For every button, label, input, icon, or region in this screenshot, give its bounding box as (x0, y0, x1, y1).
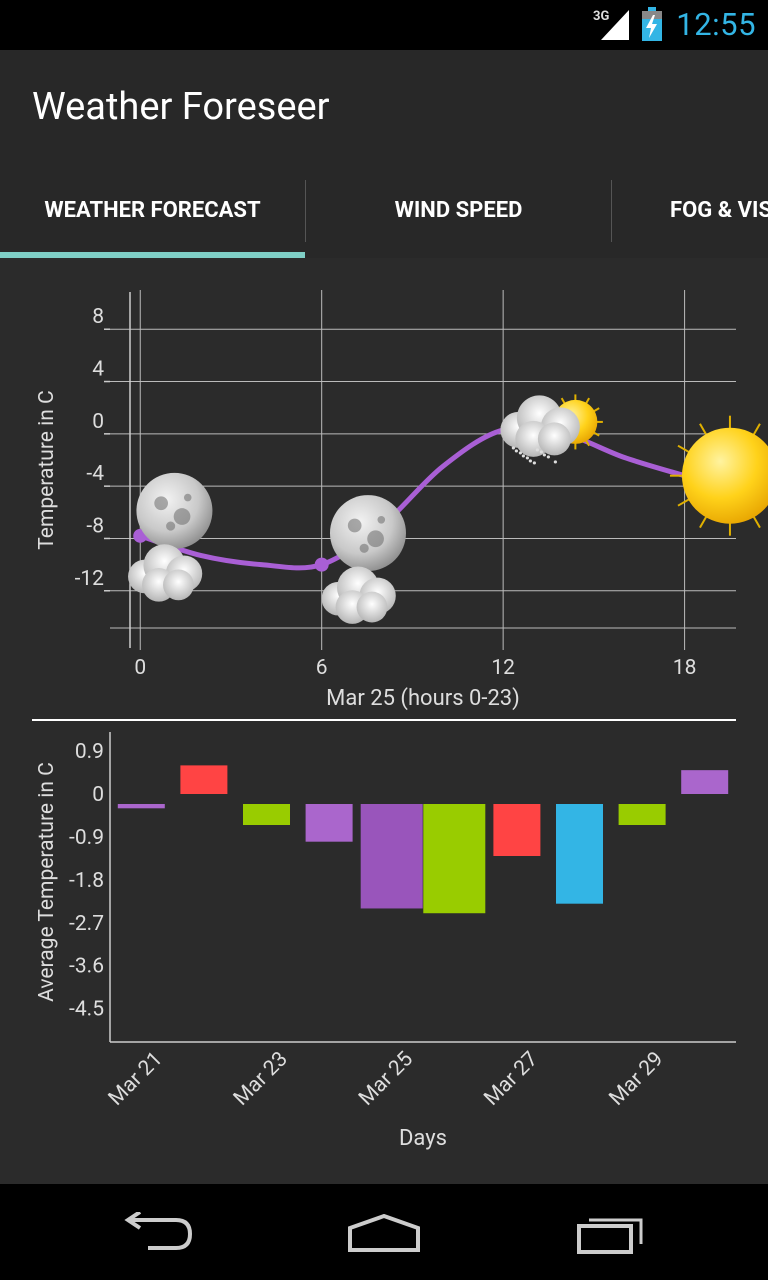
x-tick-label: Mar 21 (104, 1047, 167, 1110)
x-tick-label: Mar 25 (355, 1047, 418, 1110)
bar-chart-y-axis-label: Average Temperature in C (35, 762, 59, 1002)
y-tick-label: 0.9 (75, 740, 104, 764)
back-icon[interactable] (124, 1212, 194, 1252)
content-area: 8 4 0 -4 -8 -12 0 6 12 18 Temperature in C Mar 2… (0, 258, 768, 1184)
sunny-icon (669, 415, 768, 536)
y-tick-label: -4 (86, 462, 104, 486)
home-icon[interactable] (346, 1214, 422, 1254)
y-tick-label: -4.5 (69, 998, 104, 1022)
x-tick-label: 6 (316, 656, 328, 680)
bar (243, 804, 290, 825)
signal-icon (601, 10, 629, 40)
x-tick-label: Mar 29 (605, 1047, 668, 1110)
tab-weather-forecast[interactable]: WEATHER FORECAST (0, 162, 305, 258)
y-tick-label: 0 (92, 410, 104, 434)
clock: 12:55 (676, 6, 756, 43)
tab-bar: WEATHER FORECAST WIND SPEED FOG & VIS (0, 162, 768, 258)
night-moon-cloud-icon (128, 472, 213, 602)
charts-canvas: 8 4 0 -4 -8 -12 0 6 12 18 Temperature in C Mar 2… (32, 290, 768, 1151)
bar (305, 804, 353, 842)
bar-chart-x-axis-label: Days (399, 1126, 447, 1151)
bar (360, 804, 423, 909)
bar (117, 804, 165, 809)
bar (493, 804, 541, 856)
y-tick-label: -0.9 (69, 826, 104, 850)
average-temperature-bar-chart: 0.9 0 -0.9 -1.8 -2.7 -3.6 -4.5 Mar 21 Mar 23 Mar… (35, 732, 736, 1151)
tab-label: WEATHER FORECAST (44, 197, 261, 223)
line-chart-x-axis-label: Mar 25 (hours 0-23) (326, 686, 520, 711)
tab-divider (611, 180, 612, 242)
recent-apps-icon[interactable] (575, 1214, 645, 1254)
x-tick-label: 18 (673, 656, 697, 680)
tab-label: FOG & VIS (670, 197, 768, 223)
tab-fog-visibility[interactable]: FOG & VIS (612, 162, 768, 258)
navigation-bar (0, 1184, 768, 1280)
y-tick-label: -3.6 (69, 955, 104, 979)
tab-label: WIND SPEED (394, 197, 523, 223)
network-type-label: 3G (593, 9, 610, 24)
data-point (314, 557, 329, 572)
x-tick-label: 0 (134, 656, 146, 680)
y-tick-label: -1.8 (69, 869, 104, 893)
night-moon-cloud-icon (321, 495, 406, 624)
bar (180, 765, 228, 794)
bar (423, 804, 486, 914)
selected-tab-indicator (0, 252, 305, 258)
temperature-line-chart: 8 4 0 -4 -8 -12 0 6 12 18 Temperature in C Mar 2… (35, 290, 768, 711)
status-bar: 3G 12:55 (0, 0, 768, 50)
action-bar: Weather Foreseer (0, 50, 768, 162)
y-tick-label: -2.7 (69, 912, 104, 936)
bar (618, 804, 666, 825)
bar (556, 804, 603, 904)
x-tick-label: Mar 23 (229, 1047, 292, 1110)
tab-divider (305, 180, 306, 242)
battery-charging-icon (642, 7, 662, 41)
app-title: Weather Foreseer (32, 85, 330, 129)
x-tick-label: Mar 27 (480, 1047, 543, 1110)
line-chart-y-axis-label: Temperature in C (35, 390, 59, 549)
x-tick-label: 12 (491, 656, 515, 680)
partly-cloudy-sun-icon (500, 394, 603, 465)
bar (681, 770, 729, 794)
temperature-series-line (137, 425, 688, 571)
tab-wind-speed[interactable]: WIND SPEED (306, 162, 611, 258)
y-tick-label: 4 (92, 358, 104, 382)
y-tick-label: 8 (92, 305, 104, 329)
y-tick-label: -8 (86, 514, 104, 538)
y-tick-label: 0 (92, 783, 104, 807)
y-tick-label: -12 (75, 567, 105, 591)
